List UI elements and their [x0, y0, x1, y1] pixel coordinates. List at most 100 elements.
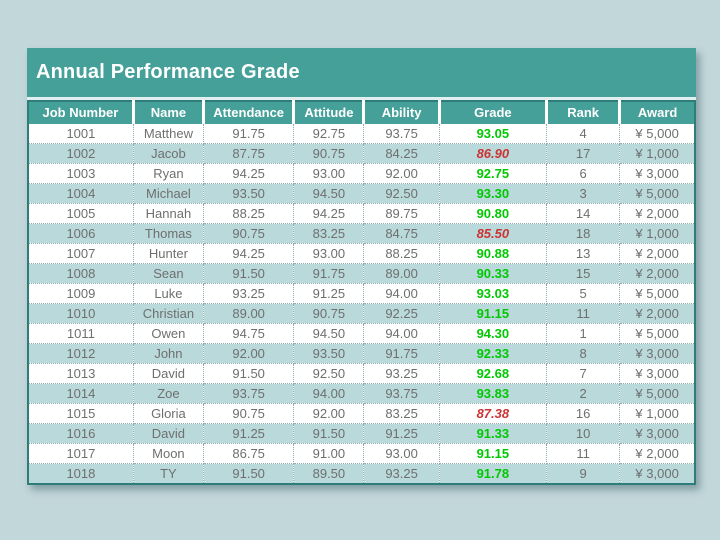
grade-cell[interactable]: 91.78	[439, 463, 548, 485]
name-cell[interactable]: Gloria	[133, 403, 205, 424]
ability-cell[interactable]: 89.00	[363, 263, 440, 284]
award-cell[interactable]: ¥ 3,000	[619, 343, 695, 364]
attendance-cell[interactable]: 87.75	[203, 143, 295, 164]
ability-cell[interactable]: 92.25	[363, 303, 440, 324]
award-cell[interactable]: ¥ 5,000	[619, 183, 695, 204]
grade-cell[interactable]: 93.03	[439, 283, 548, 304]
rank-cell[interactable]: 6	[546, 163, 621, 184]
rank-cell[interactable]: 1	[546, 323, 621, 344]
ability-cell[interactable]: 92.00	[363, 163, 440, 184]
rank-cell[interactable]: 5	[546, 283, 621, 304]
grade-cell[interactable]: 90.88	[439, 243, 548, 264]
attitude-cell[interactable]: 89.50	[293, 463, 365, 485]
name-cell[interactable]: Ryan	[133, 163, 205, 184]
column-header-attendance[interactable]: Attendance	[202, 101, 294, 124]
column-header-award[interactable]: Award	[618, 101, 695, 124]
ability-cell[interactable]: 84.75	[363, 223, 440, 244]
attitude-cell[interactable]: 91.25	[293, 283, 365, 304]
column-header-name[interactable]: Name	[131, 101, 204, 124]
column-header-rank[interactable]: Rank	[545, 101, 620, 124]
attendance-cell[interactable]: 86.75	[203, 443, 295, 464]
award-cell[interactable]: ¥ 2,000	[619, 263, 695, 284]
job-number-cell[interactable]: 1004	[28, 183, 134, 204]
award-cell[interactable]: ¥ 1,000	[619, 223, 695, 244]
rank-cell[interactable]: 16	[546, 403, 621, 424]
name-cell[interactable]: Hunter	[133, 243, 205, 264]
attendance-cell[interactable]: 93.50	[203, 183, 295, 204]
ability-cell[interactable]: 89.75	[363, 203, 440, 224]
award-cell[interactable]: ¥ 5,000	[619, 283, 695, 304]
name-cell[interactable]: Michael	[133, 183, 205, 204]
rank-cell[interactable]: 18	[546, 223, 621, 244]
name-cell[interactable]: David	[133, 363, 205, 384]
award-cell[interactable]: ¥ 2,000	[619, 203, 695, 224]
name-cell[interactable]: Hannah	[133, 203, 205, 224]
job-number-cell[interactable]: 1007	[28, 243, 134, 264]
name-cell[interactable]: John	[133, 343, 205, 364]
job-number-cell[interactable]: 1016	[28, 423, 134, 444]
ability-cell[interactable]: 93.25	[363, 463, 440, 485]
name-cell[interactable]: Luke	[133, 283, 205, 304]
job-number-cell[interactable]: 1015	[28, 403, 134, 424]
name-cell[interactable]: TY	[133, 463, 205, 485]
award-cell[interactable]: ¥ 3,000	[619, 423, 695, 444]
job-number-cell[interactable]: 1009	[28, 283, 134, 304]
ability-cell[interactable]: 92.50	[363, 183, 440, 204]
rank-cell[interactable]: 11	[546, 303, 621, 324]
award-cell[interactable]: ¥ 3,000	[619, 363, 695, 384]
attendance-cell[interactable]: 90.75	[203, 223, 295, 244]
rank-cell[interactable]: 8	[546, 343, 621, 364]
grade-cell[interactable]: 92.75	[439, 163, 548, 184]
rank-cell[interactable]: 4	[546, 124, 621, 144]
grade-cell[interactable]: 92.33	[439, 343, 548, 364]
column-header-ability[interactable]: Ability	[362, 101, 440, 124]
job-number-cell[interactable]: 1003	[28, 163, 134, 184]
attitude-cell[interactable]: 94.50	[293, 323, 365, 344]
attendance-cell[interactable]: 91.25	[203, 423, 295, 444]
attitude-cell[interactable]: 92.50	[293, 363, 365, 384]
column-header-attitude[interactable]: Attitude	[292, 101, 364, 124]
ability-cell[interactable]: 94.00	[363, 323, 440, 344]
name-cell[interactable]: Zoe	[133, 383, 205, 404]
award-cell[interactable]: ¥ 2,000	[619, 243, 695, 264]
job-number-cell[interactable]: 1008	[28, 263, 134, 284]
rank-cell[interactable]: 10	[546, 423, 621, 444]
job-number-cell[interactable]: 1014	[28, 383, 134, 404]
rank-cell[interactable]: 14	[546, 203, 621, 224]
ability-cell[interactable]: 84.25	[363, 143, 440, 164]
attendance-cell[interactable]: 93.75	[203, 383, 295, 404]
attitude-cell[interactable]: 90.75	[293, 143, 365, 164]
ability-cell[interactable]: 94.00	[363, 283, 440, 304]
award-cell[interactable]: ¥ 1,000	[619, 143, 695, 164]
attendance-cell[interactable]: 94.75	[203, 323, 295, 344]
name-cell[interactable]: Moon	[133, 443, 205, 464]
ability-cell[interactable]: 91.75	[363, 343, 440, 364]
attitude-cell[interactable]: 83.25	[293, 223, 365, 244]
grade-cell[interactable]: 92.68	[439, 363, 548, 384]
attendance-cell[interactable]: 88.25	[203, 203, 295, 224]
name-cell[interactable]: David	[133, 423, 205, 444]
grade-cell[interactable]: 85.50	[439, 223, 548, 244]
grade-cell[interactable]: 93.83	[439, 383, 548, 404]
grade-cell[interactable]: 90.33	[439, 263, 548, 284]
attitude-cell[interactable]: 91.00	[293, 443, 365, 464]
grade-cell[interactable]: 86.90	[439, 143, 548, 164]
attendance-cell[interactable]: 94.25	[203, 243, 295, 264]
rank-cell[interactable]: 15	[546, 263, 621, 284]
grade-cell[interactable]: 91.15	[439, 443, 548, 464]
award-cell[interactable]: ¥ 2,000	[619, 443, 695, 464]
attitude-cell[interactable]: 94.00	[293, 383, 365, 404]
job-number-cell[interactable]: 1017	[28, 443, 134, 464]
award-cell[interactable]: ¥ 3,000	[619, 463, 695, 485]
job-number-cell[interactable]: 1001	[28, 124, 134, 144]
attendance-cell[interactable]: 91.50	[203, 463, 295, 485]
rank-cell[interactable]: 11	[546, 443, 621, 464]
attitude-cell[interactable]: 93.00	[293, 243, 365, 264]
attendance-cell[interactable]: 93.25	[203, 283, 295, 304]
attitude-cell[interactable]: 91.75	[293, 263, 365, 284]
attitude-cell[interactable]: 90.75	[293, 303, 365, 324]
name-cell[interactable]: Jacob	[133, 143, 205, 164]
rank-cell[interactable]: 3	[546, 183, 621, 204]
attitude-cell[interactable]: 92.75	[293, 124, 365, 144]
award-cell[interactable]: ¥ 5,000	[619, 323, 695, 344]
